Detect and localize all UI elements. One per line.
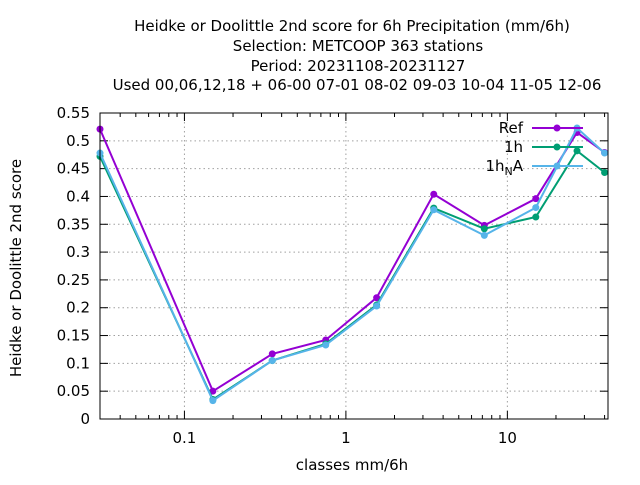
axis-ticks: 0 0.05 0.1 0.15 0.2 0.25 0.3 0.35 0.4 0.45 0.5 0.55… [57, 104, 608, 447]
title-line-4: Used 00,06,12,18 + 06-00 07-01 08-02 09-… [113, 76, 602, 94]
title-line-1: Heidke or Doolittle 2nd score for 6h Pre… [134, 17, 570, 35]
plot-frame [99, 112, 609, 420]
data-point [268, 350, 276, 358]
data-point [268, 357, 276, 365]
data-point [480, 231, 488, 239]
y-tick-label: 0.15 [57, 327, 90, 345]
title-line-2: Selection: METCOOP 363 stations [233, 37, 484, 55]
y-tick-label: 0.5 [66, 132, 90, 150]
y-tick-label: 0.05 [57, 382, 90, 400]
y-tick-label: 0.4 [66, 187, 90, 205]
data-point [209, 397, 217, 405]
x-tick-label: 1 [341, 429, 351, 447]
y-axis-label: Heidke or Doolittle 2nd score [7, 159, 25, 377]
chart-title: Heidke or Doolittle 2nd score for 6h Pre… [113, 17, 602, 94]
y-tick-label: 0.45 [57, 160, 90, 178]
y-tick-label: 0.3 [66, 243, 90, 261]
data-point [532, 204, 540, 212]
y-tick-label: 0.1 [66, 354, 90, 372]
y-tick-label: 0.2 [66, 299, 90, 317]
data-point [430, 206, 438, 214]
plot-series [96, 124, 609, 405]
legend-marker [553, 124, 561, 132]
data-point [209, 387, 217, 395]
series-2 [96, 147, 609, 404]
series-line [99, 149, 606, 401]
data-point [373, 294, 381, 302]
legend-marker [553, 143, 561, 151]
data-point [601, 169, 609, 177]
data-point [532, 213, 540, 221]
x-tick-label: 0.1 [172, 429, 196, 447]
x-axis-label: classes mm/6h [296, 456, 408, 474]
data-point [532, 195, 540, 203]
legend-label: 1hNA [485, 157, 523, 178]
data-point [322, 341, 330, 349]
y-tick-label: 0 [80, 410, 90, 428]
data-point [430, 190, 438, 198]
series-1 [96, 125, 609, 395]
data-point [480, 225, 488, 233]
data-point [373, 302, 381, 310]
series-3 [96, 124, 609, 405]
data-point [601, 149, 609, 157]
legend-marker [553, 162, 561, 170]
title-line-3: Period: 20231108-20231127 [251, 57, 466, 75]
gridlines [100, 113, 608, 419]
legend-label: 1h [504, 138, 523, 156]
x-tick-label: 10 [498, 429, 517, 447]
data-point [573, 147, 581, 155]
y-tick-label: 0.35 [57, 215, 90, 233]
y-tick-label: 0.55 [57, 104, 90, 122]
y-tick-label: 0.25 [57, 271, 90, 289]
legend-label: Ref [499, 119, 524, 137]
